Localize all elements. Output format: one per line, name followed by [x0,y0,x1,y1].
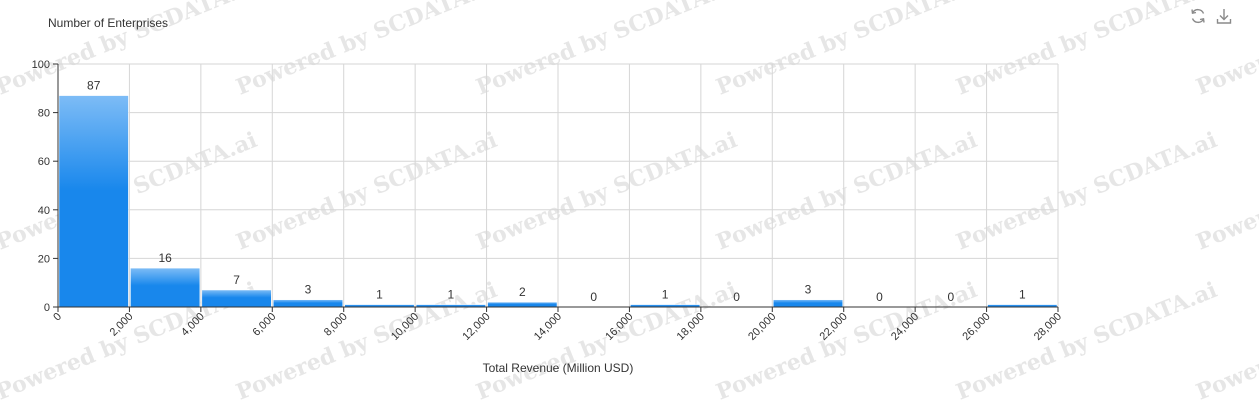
bar-value-label: 0 [876,290,883,304]
bar-layer [58,95,1058,308]
x-tick-label: 26,000 [960,311,992,343]
histogram-bar [58,95,129,308]
bar-value-label: 7 [233,273,240,287]
grid-layer [58,63,1059,307]
bar-value-label: 3 [805,283,812,297]
histogram-bar [130,267,201,308]
watermark-text: Powered by SCDATA.ai [953,277,1221,406]
bar-value-label: 1 [376,288,383,302]
bar-value-label: 2 [519,285,526,299]
download-icon[interactable] [1214,6,1234,26]
bar-value-label: 87 [87,79,101,93]
y-axis-title: Number of Enterprises [48,16,168,30]
x-axis-title: Total Revenue (Million USD) [483,361,634,375]
bar-value-label: 0 [733,290,740,304]
x-tick-label: 14,000 [532,311,564,343]
data-label-layer: 87 16 7 3 1 1 2 0 1 0 3 0 0 1 [87,79,1026,304]
bar-value-label: 0 [948,290,955,304]
y-tick-label: 0 [44,302,50,314]
bar-value-label: 1 [448,288,455,302]
y-tick-label: 20 [38,253,50,265]
y-tick-label: 60 [38,156,50,168]
refresh-icon[interactable] [1188,6,1208,26]
y-tick-label: 40 [38,205,50,217]
x-tick-label: 8,000 [322,311,350,339]
x-tick-label: 0 [51,311,64,324]
watermark-text: Powered by SCDATA.ai [953,0,1221,101]
watermark-text: Powered by SCDATA.ai [953,127,1221,256]
bar-value-label: 0 [590,290,597,304]
histogram-bar [487,301,558,308]
histogram-bar [773,299,843,308]
watermark-text: Powered by SCDATA.ai [0,127,261,256]
bar-value-label: 16 [158,251,172,265]
x-tick-label: 6,000 [250,311,278,339]
histogram-bar [273,299,343,308]
bar-value-label: 3 [305,283,312,297]
watermark-text: Powered by SCDATA.ai [713,127,981,256]
x-tick-label: 20,000 [746,311,778,343]
bar-value-label: 1 [662,288,669,302]
histogram-bar [201,289,272,308]
watermark-text: Powered by SCDATA.ai [713,0,981,101]
y-tick-label: 80 [38,108,50,120]
y-tick-label: 100 [32,59,50,71]
x-tick-label: 12,000 [460,311,492,343]
bar-value-label: 1 [1019,288,1026,302]
